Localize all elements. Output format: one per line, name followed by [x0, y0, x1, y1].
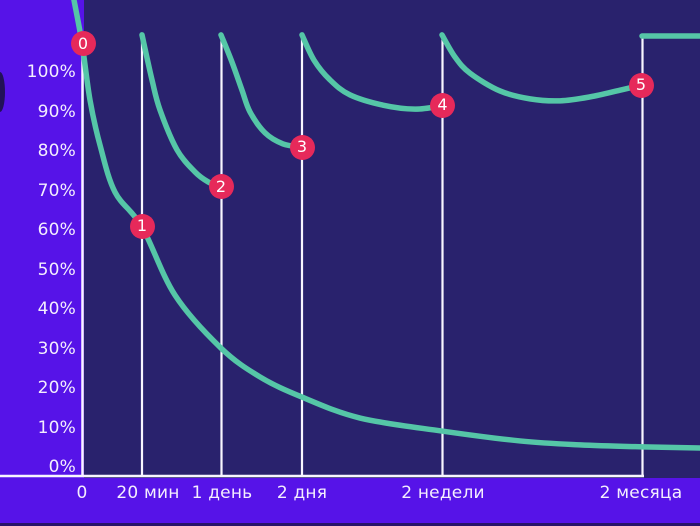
x-tick-3: 2 дня [276, 483, 328, 503]
y-tick-0: 0% [48, 457, 76, 477]
x-tick-4: 2 недели [401, 483, 485, 503]
y-tick-30: 30% [37, 338, 76, 359]
review-marker-3: 3 [289, 134, 315, 160]
review-marker-5: 5 [628, 72, 654, 98]
decay-after-review-2-curve [218, 32, 305, 150]
y-tick-10: 10% [37, 417, 76, 438]
y-tick-40: 40% [37, 299, 76, 319]
x-tick-0: 0 [76, 483, 88, 503]
y-tick-80: 80% [37, 141, 76, 161]
bottom-edge-shadow [0, 523, 700, 526]
review-marker-4: 4 [430, 92, 455, 118]
y-tick-50: 50% [37, 259, 76, 280]
forgetting-without-review-curve [71, 0, 700, 451]
y-tick-20: 20% [37, 378, 76, 398]
review-marker-1: 1 [129, 213, 155, 239]
decay-after-review-3-curve [299, 32, 445, 112]
x-tick-1: 20 мин [116, 483, 180, 503]
review-marker-0: 0 [70, 31, 96, 57]
y-tick-70: 70% [37, 180, 76, 201]
y-tick-60: 60% [37, 220, 76, 240]
left-edge-notch [0, 71, 5, 112]
decay-after-review-1-curve [139, 32, 224, 190]
y-tick-90: 90% [37, 101, 76, 122]
decay-after-review-4-curve [439, 32, 645, 104]
x-tick-5: 2 месяца [599, 483, 683, 503]
review-marker-2: 2 [208, 174, 234, 200]
plot-area [84, 0, 700, 478]
x-tick-2: 1 день [191, 483, 253, 503]
y-tick-100: 100% [26, 62, 76, 82]
